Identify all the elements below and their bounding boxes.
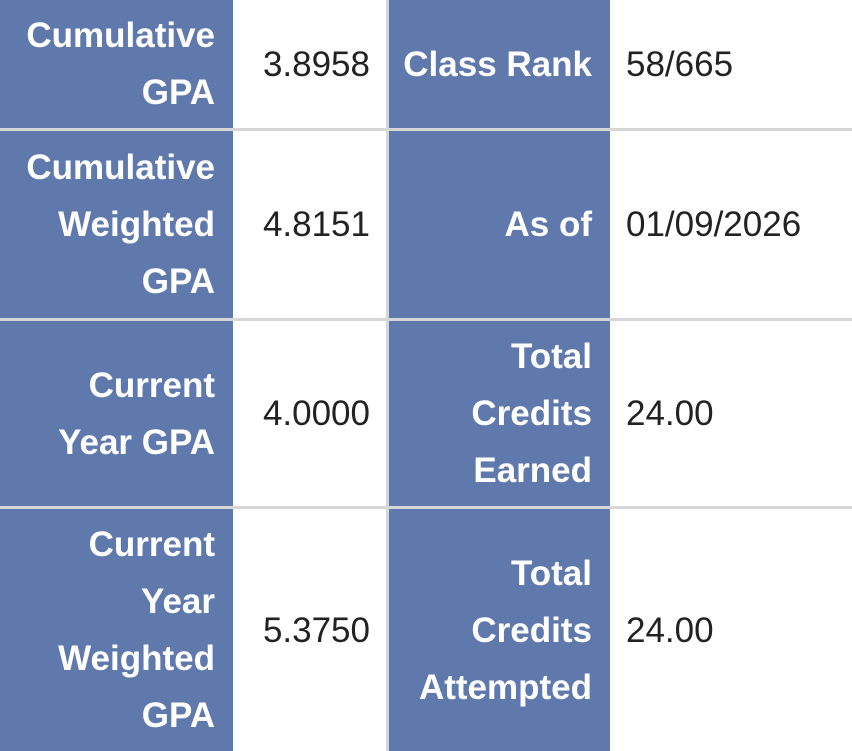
current-year-weighted-gpa-value: 5.3750 — [233, 509, 386, 751]
as-of-value: 01/09/2026 — [610, 131, 852, 318]
cumulative-weighted-gpa-label: Cumulative Weighted GPA — [0, 131, 233, 318]
cumulative-gpa-label: Cumulative GPA — [0, 0, 233, 128]
row-divider — [0, 506, 852, 509]
total-credits-attempted-value: 24.00 — [610, 509, 852, 751]
column-divider — [386, 0, 389, 751]
total-credits-attempted-label: Total Credits Attempted — [389, 509, 610, 751]
cumulative-gpa-value: 3.8958 — [233, 0, 386, 128]
class-rank-label: Class Rank — [389, 0, 610, 128]
current-year-weighted-gpa-label: Current Year Weighted GPA — [0, 509, 233, 751]
total-credits-earned-label: Total Credits Earned — [389, 321, 610, 506]
cumulative-weighted-gpa-value: 4.8151 — [233, 131, 386, 318]
class-rank-value: 58/665 — [610, 0, 852, 128]
total-credits-earned-value: 24.00 — [610, 321, 852, 506]
current-year-gpa-label: Current Year GPA — [0, 321, 233, 506]
row-divider — [0, 128, 852, 131]
current-year-gpa-value: 4.0000 — [233, 321, 386, 506]
row-divider — [0, 318, 852, 321]
as-of-label: As of — [389, 131, 610, 318]
